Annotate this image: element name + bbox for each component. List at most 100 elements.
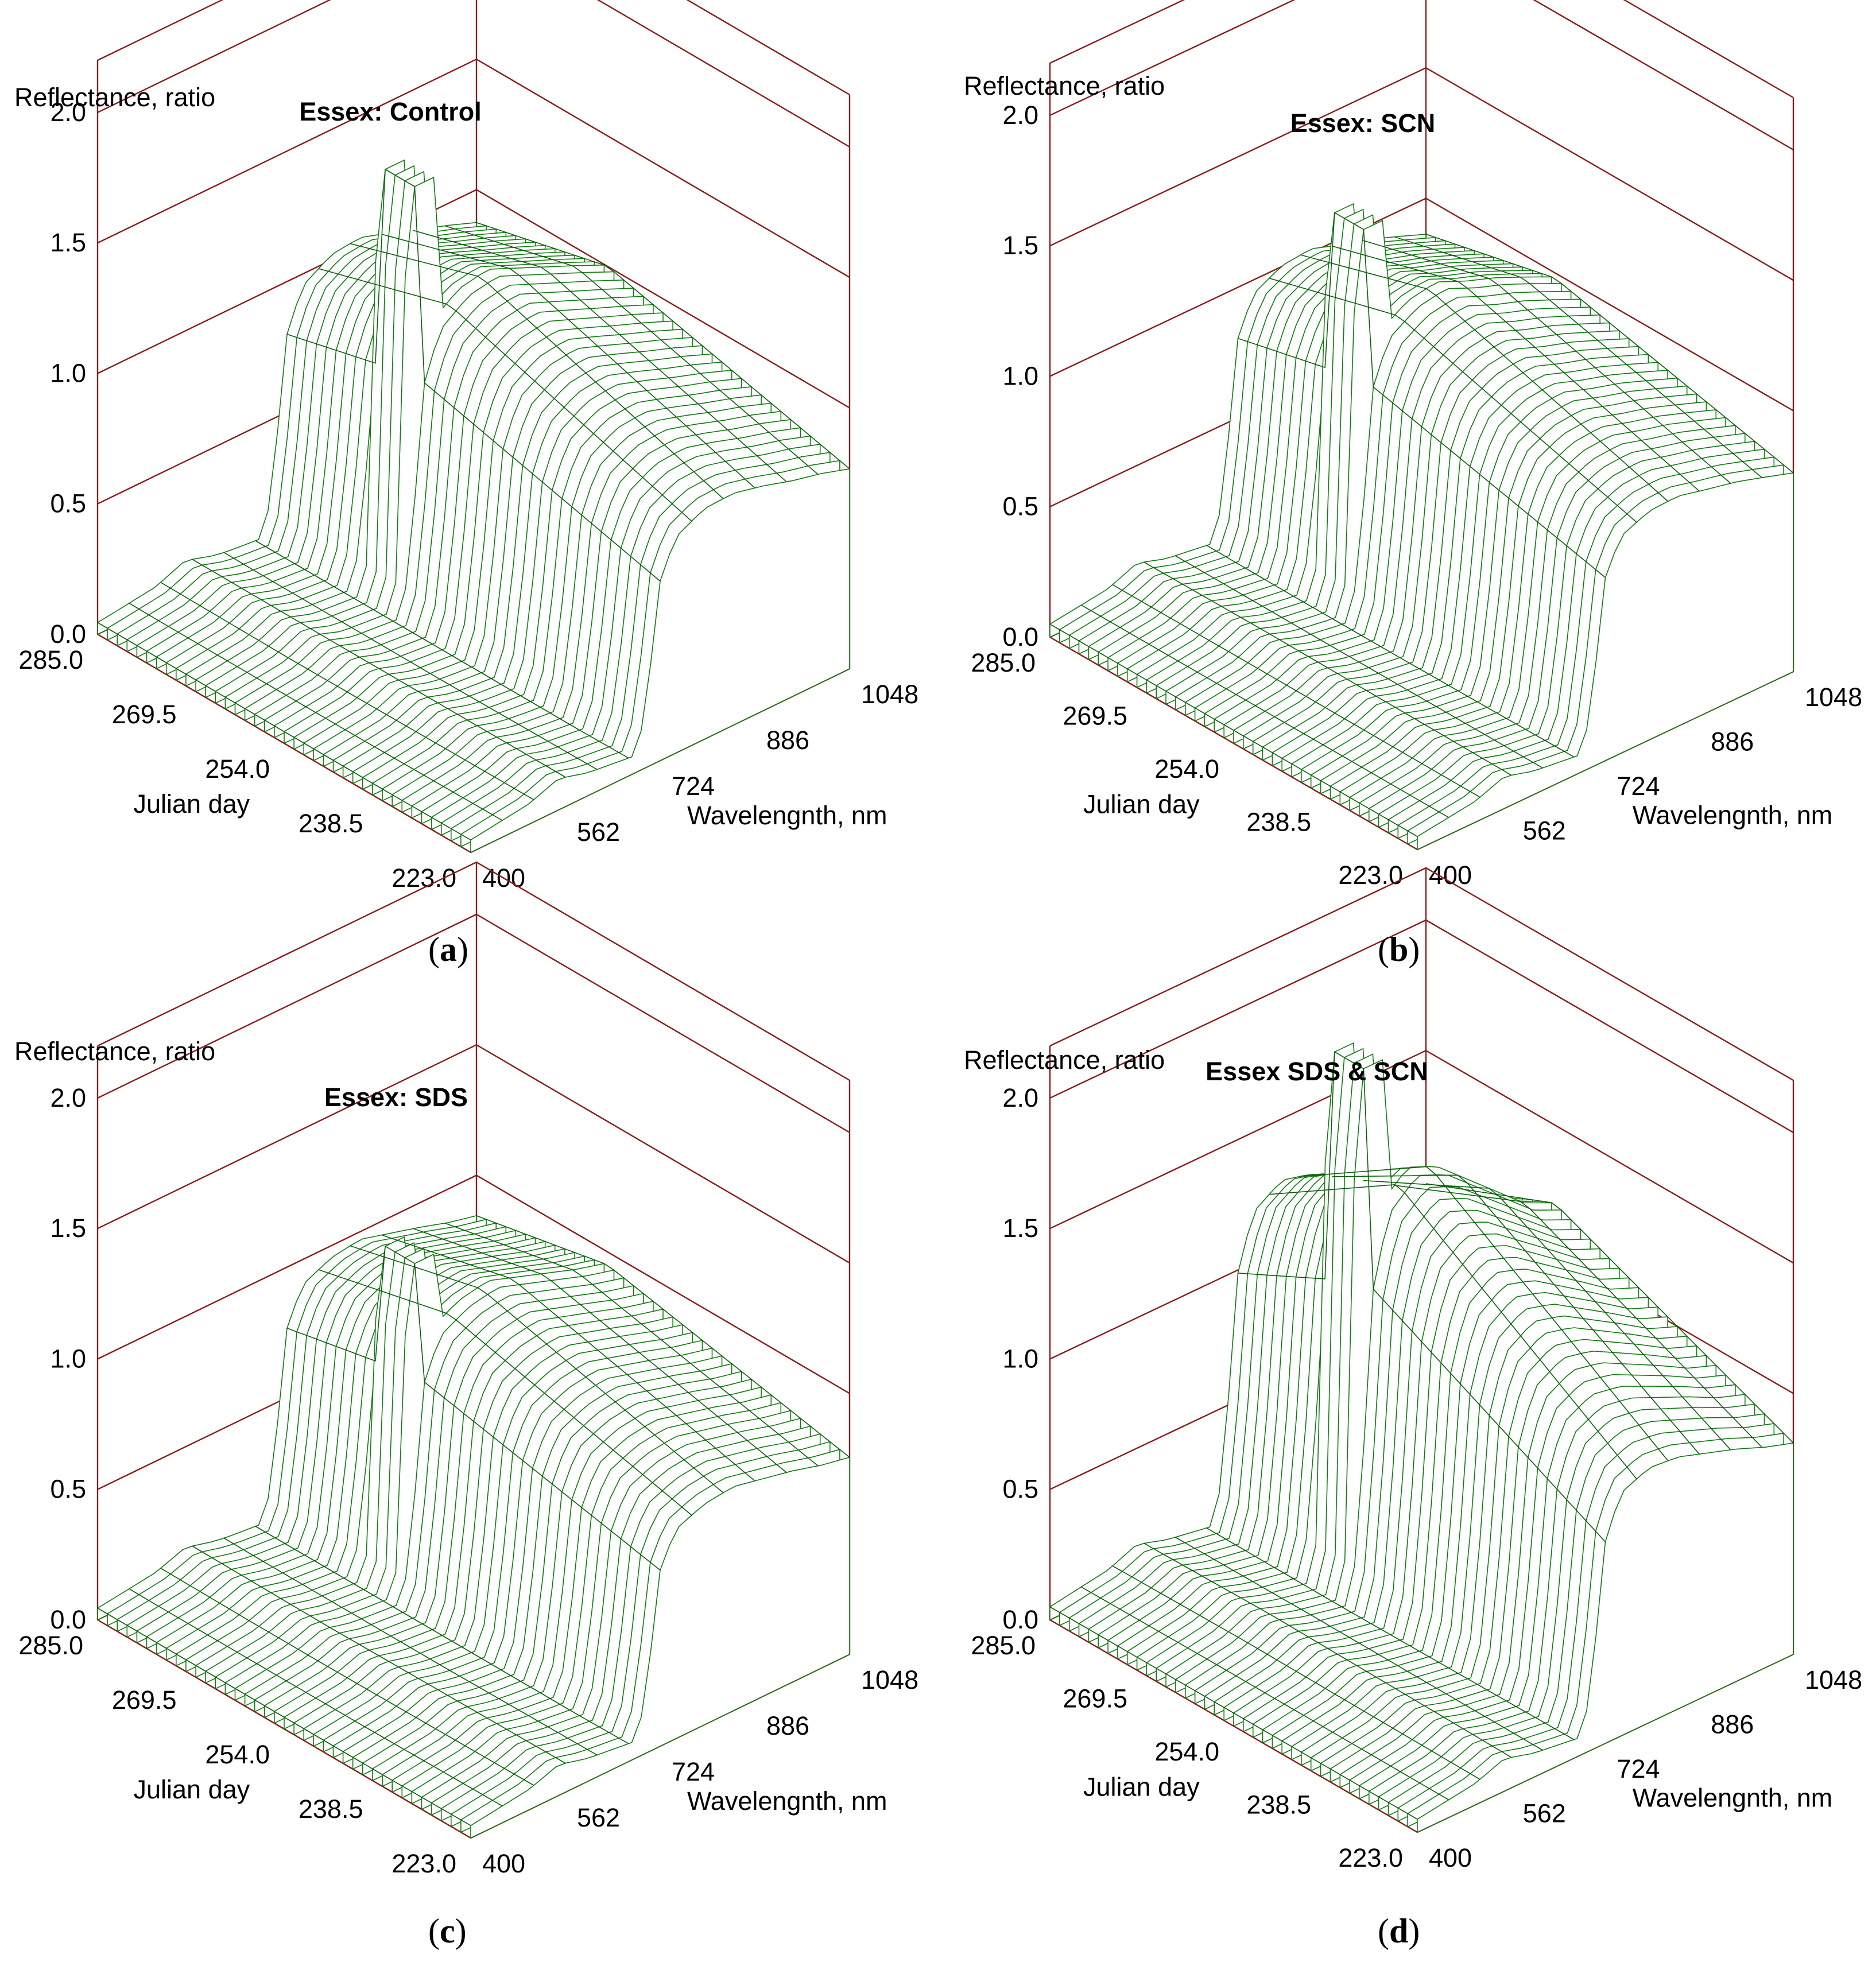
tick-labels: 0.0 0.5 1.0 1.5 2.0 285.0 269.5 254.0 238.5 223.0…: [971, 100, 1862, 890]
z-tick-label: 1.5: [50, 1213, 86, 1243]
surface-wavelength-line: [160, 1568, 534, 1786]
day-tick-label: 269.5: [1063, 1684, 1127, 1713]
surface-wavelength-line: [1238, 1051, 1606, 1542]
day-tick-label: 238.5: [1246, 1790, 1311, 1820]
day-tick-label: 254.0: [205, 754, 270, 784]
wavelength-tick-label: 724: [672, 1757, 715, 1786]
z-tick-label: 1.5: [50, 228, 86, 257]
panel-title: Essex: SDS: [324, 1083, 468, 1112]
caption-c: (c): [428, 1911, 467, 1951]
surface-wavelength-line: [413, 1228, 787, 1473]
day-tick-label: 254.0: [205, 1740, 270, 1769]
surface-wavelength-line: [350, 243, 724, 499]
caption-open: (: [1378, 930, 1389, 968]
z-tick-label: 2.0: [50, 98, 86, 127]
panel-title: Essex: Control: [299, 97, 482, 126]
reflectance-surface: [1049, 203, 1794, 851]
z-axis-title: Reflectance, ratio: [14, 83, 215, 112]
z-gridline: [1049, 0, 1794, 150]
panel-c: 0.0 0.5 1.0 1.5 2.0 285.0 269.5 254.0 238.5 223.0…: [0, 861, 938, 1966]
day-tick-label: 285.0: [18, 1631, 83, 1660]
tick-labels: 0.0 0.5 1.0 1.5 2.0 285.0 269.5 254.0 238.5 223.0…: [971, 1083, 1862, 1872]
z-tick-label: 2.0: [1002, 1083, 1038, 1112]
surface-wavelength-line: [350, 1245, 724, 1494]
z-tick-label: 1.0: [50, 358, 86, 387]
wavelength-tick-label: 562: [577, 817, 620, 847]
top-frame: [1049, 0, 1794, 99]
surface-wavelength-line: [1425, 1183, 1794, 1444]
wavelength-tick-label: 400: [482, 1849, 525, 1878]
tick-labels: 0.0 0.5 1.0 1.5 2.0 285.0 269.5 254.0 238.5 223.0…: [18, 1083, 918, 1878]
caption-open: (: [1378, 1912, 1389, 1950]
wavelength-tick-label: 724: [672, 771, 715, 801]
z-tick-label: 2.0: [50, 1083, 86, 1112]
surface-wavelength-line: [255, 540, 629, 759]
surface-wavelength-line: [444, 1223, 819, 1467]
caption-a: (a): [428, 930, 468, 970]
surface-day-slice: [1417, 472, 1794, 851]
surface-wavelength-line: [97, 622, 471, 840]
surface-wavelength-line: [1332, 1174, 1700, 1455]
z-tick-label: 2.0: [1002, 100, 1038, 130]
surface-wavelength-line: [1175, 555, 1543, 769]
wavelength-tick-label: 1048: [861, 680, 918, 709]
surface-wavelength-line: [1394, 236, 1762, 478]
surface-day-slice: [470, 1456, 850, 1839]
wavelength-tick-label: 886: [766, 726, 809, 755]
caption-letter: c: [439, 1912, 455, 1950]
wavelength-axis-title: Wavelengnth, nm: [687, 1786, 887, 1816]
caption-b: (b): [1378, 930, 1420, 970]
surface-wavelength-line: [476, 1215, 850, 1458]
wavelength-axis-title: Wavelengnth, nm: [1633, 1783, 1833, 1813]
caption-letter: b: [1389, 930, 1409, 968]
z-gridline: [97, 0, 850, 148]
surface-wavelength-line: [318, 268, 692, 522]
day-tick-label: 269.5: [1063, 701, 1127, 731]
day-tick-label: 254.0: [1154, 1737, 1219, 1766]
wavelength-axis-title: Wavelengnth, nm: [687, 801, 887, 830]
day-axis-title: Julian day: [1083, 790, 1200, 819]
surface-wavelength-line: [1144, 561, 1512, 776]
caption-close: ): [455, 1912, 467, 1950]
panel-d: 0.0 0.5 1.0 1.5 2.0 285.0 269.5 254.0 238.5 223.0…: [938, 867, 1876, 1966]
surface-wavelength-line: [192, 1545, 566, 1764]
panel-title: Essex SDS & SCN: [1206, 1057, 1428, 1086]
z-axis-title: Reflectance, ratio: [14, 1037, 215, 1066]
surface-wavelength-line: [129, 603, 503, 821]
z-tick-label: 1.0: [50, 1344, 86, 1373]
surface-wavelength-line: [1112, 584, 1480, 798]
surface-wavelength-line: [192, 559, 566, 778]
surface-wavelength-line: [1332, 245, 1700, 492]
z-tick-label: 1.5: [1002, 1213, 1038, 1243]
wavelength-axis-title: Wavelengnth, nm: [1633, 801, 1833, 830]
caption-close: ): [456, 930, 468, 968]
surface-wavelength-line: [1238, 212, 1606, 578]
surface-wavelength-line: [444, 225, 819, 475]
surface-wavelength-line: [1081, 1587, 1449, 1801]
z-tick-label: 1.0: [1002, 361, 1038, 390]
caption-close: ): [1408, 930, 1420, 968]
day-tick-label: 223.0: [1338, 860, 1403, 890]
day-tick-label: 285.0: [18, 645, 83, 674]
caption-letter: a: [439, 930, 457, 968]
surface-wavelength-line: [1049, 623, 1418, 837]
reflectance-surface: [97, 1215, 850, 1839]
day-axis-title: Julian day: [1083, 1773, 1200, 1802]
wavelength-tick-label: 400: [1429, 860, 1472, 890]
wavelength-tick-label: 886: [1711, 727, 1754, 757]
surface-wavelength-line: [1394, 1185, 1762, 1448]
surface-wavelength-line: [129, 1588, 503, 1806]
surface-wavelength-line: [476, 222, 850, 470]
z-tick-label: 1.5: [1002, 231, 1038, 260]
day-tick-label: 238.5: [299, 809, 363, 838]
surface-wavelength-line: [160, 581, 534, 800]
z-tick-label: 0.5: [1002, 1475, 1038, 1504]
z-tick-label: 1.0: [1002, 1344, 1038, 1373]
surface-chart: 0.0 0.5 1.0 1.5 2.0 285.0 269.5 254.0 238.5 223.0…: [14, 861, 918, 1878]
z-tick-label: 0.5: [1002, 492, 1038, 521]
surface-wavelength-line: [1363, 240, 1731, 484]
surface-wavelength-line: [413, 230, 787, 482]
wavelength-tick-label: 400: [1429, 1843, 1472, 1872]
surface-wavelength-line: [97, 1607, 471, 1826]
panel-b: 0.0 0.5 1.0 1.5 2.0 285.0 269.5 254.0 238.5 223.0…: [938, 0, 1876, 983]
